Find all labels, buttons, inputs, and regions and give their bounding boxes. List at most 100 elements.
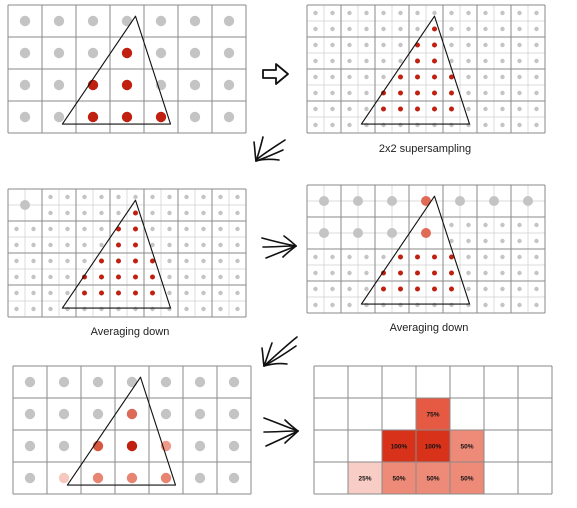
subsample-point-covered: [150, 274, 155, 280]
caption-averaging-down-right: Averaging down: [389, 322, 469, 334]
sample-point: [189, 79, 201, 91]
subsample-point-covered: [133, 226, 138, 232]
sample-point-averaged: [160, 472, 172, 484]
triangle-outline: [61, 15, 172, 125]
subsample-point: [313, 74, 318, 80]
sample-point-covered: [121, 79, 133, 91]
subsample-point: [534, 254, 539, 260]
subsample-point-covered: [116, 290, 121, 296]
subsample-point: [483, 302, 488, 308]
subsample-point-covered: [133, 242, 138, 248]
subsample-point: [500, 26, 505, 32]
subsample-point: [449, 42, 454, 48]
subsample-point: [235, 306, 240, 312]
subsample-point: [218, 210, 223, 216]
subsample-point: [201, 258, 206, 264]
sample-point: [92, 408, 104, 420]
subsample-point: [330, 90, 335, 96]
panel-averaging-down-left: [7, 188, 247, 318]
coverage-label: 50%: [426, 475, 439, 482]
subsample-point: [48, 290, 53, 296]
subsample-point: [415, 122, 420, 128]
subsample-point: [330, 286, 335, 292]
subsample-point: [398, 10, 403, 16]
sample-point: [194, 440, 206, 452]
subsample-point: [500, 270, 505, 276]
subsample-point: [500, 238, 505, 244]
sample-point-averaged: [421, 196, 431, 206]
subsample-point: [466, 122, 471, 128]
subsample-point: [330, 26, 335, 32]
subsample-point: [116, 210, 121, 216]
subsample-point: [184, 290, 189, 296]
caption-averaging-down-left: Averaging down: [90, 326, 170, 338]
subsample-point: [483, 90, 488, 96]
subsample-point-covered: [398, 90, 403, 96]
subsample-point-covered: [415, 90, 420, 96]
subsample-point: [398, 122, 403, 128]
subsample-point: [167, 306, 172, 312]
subsample-point: [398, 302, 403, 308]
subsample-point: [517, 42, 522, 48]
subsample-point: [534, 122, 539, 128]
subsample-point: [330, 10, 335, 16]
subsample-point: [347, 90, 352, 96]
subsample-point: [184, 226, 189, 232]
sample-point: [19, 111, 31, 123]
subsample-point: [483, 222, 488, 228]
subsample-point: [65, 194, 70, 200]
sample-point: [353, 196, 363, 206]
subsample-point: [330, 270, 335, 276]
subsample-point: [14, 274, 19, 280]
subsample-point: [364, 106, 369, 112]
subsample-point: [150, 306, 155, 312]
subsample-point-covered: [133, 290, 138, 296]
subsample-point: [534, 90, 539, 96]
subsample-point: [500, 302, 505, 308]
subsample-point: [466, 58, 471, 64]
sample-point: [194, 472, 206, 484]
sample-point: [58, 408, 70, 420]
subsample-point: [218, 258, 223, 264]
sample-point-covered: [121, 47, 133, 59]
subsample-point: [500, 106, 505, 112]
subsample-point-covered: [432, 254, 437, 260]
subsample-point: [466, 286, 471, 292]
subsample-point: [218, 306, 223, 312]
subsample-point: [218, 242, 223, 248]
sample-point: [189, 47, 201, 59]
subsample-point-covered: [415, 286, 420, 292]
subsample-point: [517, 106, 522, 112]
coverage-label: 50%: [460, 475, 473, 482]
subsample-point: [313, 122, 318, 128]
sample-point: [223, 15, 235, 27]
subsample-point: [235, 242, 240, 248]
subsample-point: [313, 254, 318, 260]
subsample-point: [381, 26, 386, 32]
subsample-point: [48, 274, 53, 280]
subsample-point: [65, 210, 70, 216]
subsample-point: [184, 306, 189, 312]
subsample-point: [381, 122, 386, 128]
coverage-label: 50%: [392, 475, 405, 482]
subsample-point-covered: [381, 286, 386, 292]
subsample-point: [201, 274, 206, 280]
coverage-label: 75%: [426, 411, 439, 418]
subsample-point: [313, 270, 318, 276]
sample-point-averaged: [421, 228, 431, 238]
sample-point-averaged: [126, 440, 138, 452]
subsample-point: [466, 254, 471, 260]
subsample-point: [534, 74, 539, 80]
subsample-point: [466, 74, 471, 80]
subsample-point-covered: [415, 58, 420, 64]
subsample-point-covered: [99, 258, 104, 264]
sample-point: [58, 440, 70, 452]
sample-point: [53, 15, 65, 27]
subsample-point: [313, 302, 318, 308]
subsample-point: [466, 26, 471, 32]
subsample-point: [313, 26, 318, 32]
subsample-point: [31, 242, 36, 248]
subsample-point: [99, 226, 104, 232]
subsample-point-covered: [99, 290, 104, 296]
